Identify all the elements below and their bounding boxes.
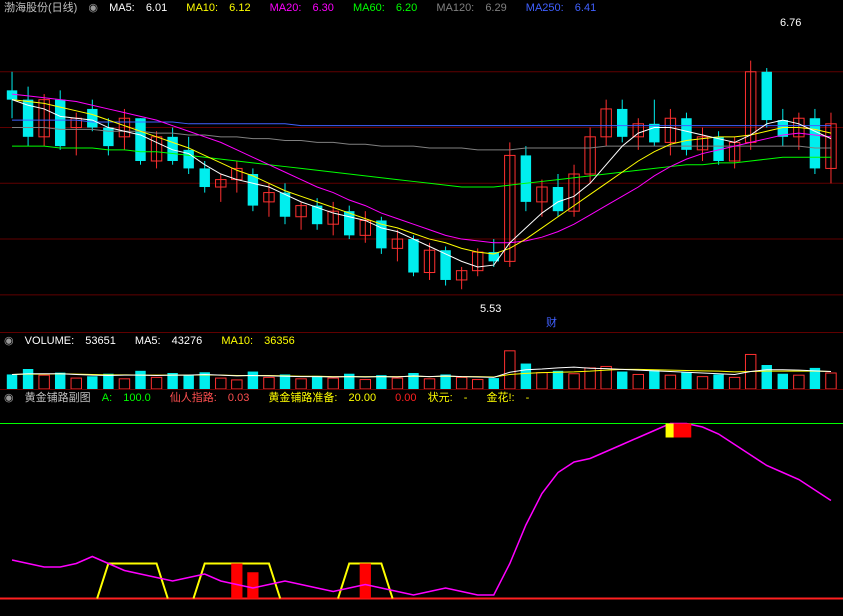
ind-hjpl-val: 20.00	[349, 392, 377, 404]
svg-text:5.53: 5.53	[480, 303, 501, 315]
ind-chart-panel[interactable]	[0, 406, 843, 616]
ind-xrzl-val: 0.03	[228, 392, 249, 404]
ind-zy-val: -	[464, 392, 468, 404]
ma250-label: MA250:	[526, 2, 564, 14]
ma250-val: 6.41	[575, 2, 596, 14]
ind-a-label: A:	[102, 392, 112, 404]
ind-zero-val: 0.00	[395, 392, 416, 404]
ma5-label: MA5:	[109, 2, 135, 14]
vol-ma5-val: 43276	[172, 335, 203, 347]
svg-text:财: 财	[546, 315, 557, 329]
ind-a-val: 100.0	[123, 392, 151, 404]
ma10-val: 6.12	[229, 2, 250, 14]
ind-xrzl-label: 仙人指路:	[170, 392, 217, 404]
ind-jh-val: -	[526, 392, 530, 404]
main-header: 渤海股份(日线) ◉ MA5: 6.01 MA10: 6.12 MA20: 6.…	[0, 0, 843, 16]
ind-title: 黄金铺路副图	[25, 392, 91, 404]
ma60-val: 6.20	[396, 2, 417, 14]
vol-chart-panel[interactable]	[0, 349, 843, 389]
ind-header: ◉ 黄金铺路副图 A: 100.0 仙人指路: 0.03 黄金铺路准备: 20.…	[0, 390, 843, 406]
svg-text:6.76: 6.76	[780, 17, 801, 29]
ind-jh-label: 金花!:	[486, 392, 514, 404]
ind-zy-label: 状元:	[428, 392, 453, 404]
ma20-val: 6.30	[313, 2, 334, 14]
ma20-label: MA20:	[270, 2, 302, 14]
chevron-down-icon[interactable]: ◉	[88, 2, 98, 14]
vol-ma10-label: MA10:	[221, 335, 253, 347]
ind-hjpl-label: 黄金铺路准备:	[268, 392, 337, 404]
ma5-val: 6.01	[146, 2, 167, 14]
chevron-down-icon[interactable]: ◉	[4, 392, 14, 404]
stock-title: 渤海股份(日线)	[4, 2, 77, 14]
main-chart-panel[interactable]: 6.76 5.53 财	[0, 16, 843, 332]
vol-label: VOLUME:	[25, 335, 75, 347]
chevron-down-icon[interactable]: ◉	[4, 335, 14, 347]
vol-ma5-label: MA5:	[135, 335, 161, 347]
vol-header: ◉ VOLUME: 53651 MA5: 43276 MA10: 36356	[0, 333, 843, 349]
ma60-label: MA60:	[353, 2, 385, 14]
vol-val: 53651	[85, 335, 116, 347]
ma10-label: MA10:	[186, 2, 218, 14]
ma120-val: 6.29	[485, 2, 506, 14]
vol-ma10-val: 36356	[264, 335, 295, 347]
ma120-label: MA120:	[436, 2, 474, 14]
